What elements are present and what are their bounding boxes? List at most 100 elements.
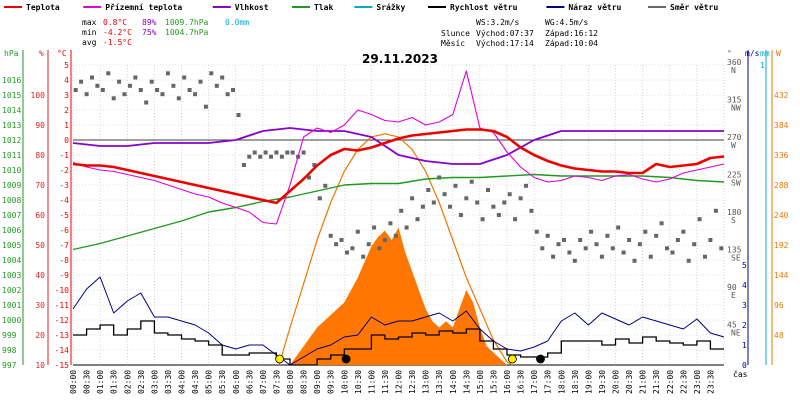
wind-direction-point [220, 75, 225, 80]
wind-direction-point [252, 150, 257, 155]
tick-label-celsius: -1 [59, 151, 69, 160]
tick-label-ms: 1 [742, 341, 747, 350]
ground-temperature-line [72, 70, 725, 225]
tick-label-percent: 70 [35, 181, 45, 190]
tick-label-degrees: 180 [727, 208, 742, 217]
tick-label-celsius: -4 [59, 196, 69, 205]
wind-direction-point [323, 183, 328, 188]
wind-direction-point [95, 83, 100, 88]
wind-direction-point [106, 71, 111, 76]
wind-direction-point [703, 254, 707, 259]
tick-label-time: 03:00 [150, 370, 159, 394]
tick-label-ms: 5 [742, 261, 747, 270]
wind-direction-point [361, 254, 366, 259]
stats-min-press: 1004.7hPa [165, 28, 209, 37]
wind-direction-point [345, 250, 349, 255]
wind-direction-point [599, 254, 604, 259]
wind-direction-point [79, 79, 84, 84]
wind-direction-point [556, 242, 561, 247]
tick-label-percent: 20 [35, 331, 45, 340]
tick-label-time: 05:30 [218, 370, 227, 394]
tick-label-time: 21:00 [639, 370, 648, 394]
wind-direction-point [350, 246, 355, 251]
tick-label-direction: S [731, 216, 736, 225]
tick-label-percent: 100 [31, 91, 46, 100]
stats-max-label: max [82, 18, 97, 27]
wind-direction-point [334, 242, 339, 247]
tick-label-celsius: 3 [64, 91, 69, 100]
tick-label-celsius: -14 [55, 346, 70, 355]
wind-direction-point [480, 217, 485, 222]
info-moonrise: Východ:17:14 [476, 39, 534, 48]
tick-label-direction: W [731, 141, 736, 150]
wind-direction-point [372, 225, 377, 230]
legend-label: Směr větru [670, 2, 718, 12]
tick-label-hpa: 1005 [2, 241, 21, 250]
tick-label-hpa: 1015 [2, 91, 21, 100]
tick-label-watts: 192 [774, 241, 789, 250]
tick-label-celsius: -15 [55, 361, 70, 370]
tick-label-watts: 240 [774, 211, 789, 220]
wind-direction-point [453, 183, 458, 188]
wind-direction-point [469, 179, 474, 184]
tick-label-time: 23:30 [706, 370, 715, 394]
wind-direction-point [231, 88, 235, 92]
tick-label-time: 05:00 [205, 370, 214, 394]
wind-direction-point [415, 217, 420, 222]
tick-label-time: 19:30 [598, 370, 607, 394]
tick-label-celsius: 1 [64, 121, 69, 130]
wind-direction-point [605, 233, 610, 238]
wind-direction-point [328, 233, 333, 238]
tick-label-hpa: 1003 [2, 271, 21, 280]
tick-label-hpa: 1016 [2, 76, 21, 85]
temperature-line [72, 128, 725, 205]
wind-direction-point [258, 154, 263, 159]
wind-direction-point [594, 242, 599, 247]
date-title: 29.11.2023 [362, 52, 438, 66]
tick-label-time: 02:00 [123, 370, 132, 394]
tick-label-hpa: 998 [2, 346, 17, 355]
wind-direction-point [632, 258, 637, 263]
tick-label-celsius: -7 [59, 241, 69, 250]
tick-label-celsius: 4 [64, 76, 69, 85]
tick-label-degrees: 135 [727, 246, 742, 255]
tick-label-ms: 2 [742, 321, 747, 330]
solar-area [279, 227, 513, 365]
tick-label-percent: 40 [35, 271, 45, 280]
tick-label-percent: 60 [35, 211, 45, 220]
legend-label: Přízemní teplota [105, 3, 182, 12]
info-ws: WS:3.2m/s [476, 18, 520, 27]
wind-direction-point [713, 208, 718, 213]
wind-direction-point [708, 238, 713, 242]
tick-label-hpa: 1008 [2, 196, 21, 205]
tick-label-time: 00:00 [69, 370, 78, 394]
wind-direction-point [241, 163, 246, 167]
tick-label-hpa: 1006 [2, 226, 21, 235]
wind-direction-point [637, 242, 642, 247]
wind-direction-point [128, 83, 132, 88]
tick-label-time: 03:30 [164, 370, 173, 394]
wind-direction-point [616, 225, 621, 230]
info-moonset: Západ:10:04 [545, 39, 598, 48]
tick-label-hpa: 1012 [2, 136, 21, 145]
legend: Teplota Přízemní teplota Vlhkost Tlak Srážky… [4, 2, 718, 12]
tick-label-time: 09:00 [313, 370, 322, 394]
stats-avg-temp: -1.5°C [103, 38, 132, 47]
moonrise-marker [536, 354, 545, 364]
tick-label-celsius: 0 [64, 136, 69, 145]
wind-direction-point [382, 238, 387, 242]
tick-label-watts: 144 [774, 271, 789, 280]
wind-direction-point [659, 221, 664, 226]
wind-direction-point [84, 92, 89, 97]
tick-label-hpa: 1009 [2, 181, 21, 190]
wind-direction-point [420, 204, 425, 209]
unit-mm: mm [760, 49, 770, 58]
tick-label-time: 10:30 [354, 370, 363, 394]
wind-direction-point [686, 258, 691, 263]
humidity-line [72, 127, 724, 165]
tick-label-degrees: 90 [727, 283, 737, 292]
wind-direction-point [426, 188, 431, 192]
info-sunset: Západ:16:12 [545, 29, 598, 38]
series [72, 70, 725, 366]
